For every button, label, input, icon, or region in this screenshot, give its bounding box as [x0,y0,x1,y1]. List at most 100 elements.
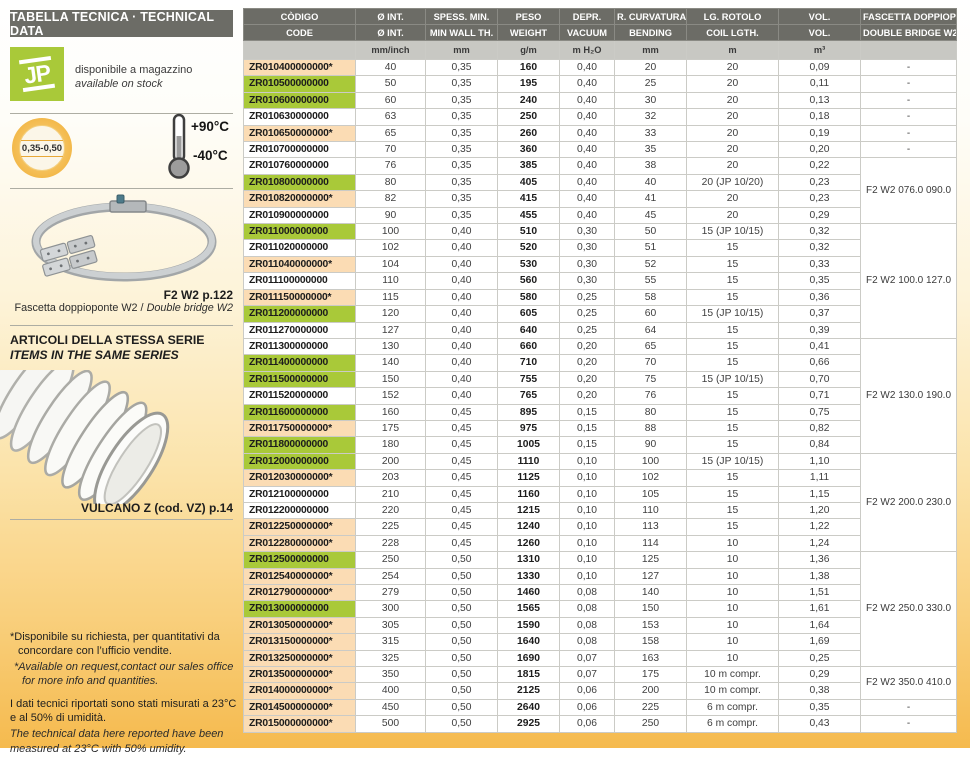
coil-length-cell: 10 [686,551,779,569]
wall-thickness-cell: 0,45 [425,534,498,553]
wall-thickness-cell: 0,40 [425,255,498,274]
col-header-volume-it: VOL. [778,8,861,25]
vacuum-cell: 0,40 [559,141,615,159]
table-row: ZR010900000000 90 0,35 455 0,40 45 20 0,29 [243,206,957,225]
weight-cell: 455 [497,206,560,225]
product-code-cell: ZR010760000000 [243,157,356,175]
volume-cell: 0,37 [778,305,861,323]
bending-radius-cell: 200 [614,682,687,700]
vacuum-cell: 0,40 [559,124,615,143]
col-header-diameter-it: Ø INT. [355,8,426,25]
coil-length-cell: 10 [686,649,779,668]
col-header-bending-it: R. CURVATURA [614,8,687,25]
table-row: ZR011520000000 152 0,40 765 0,20 76 15 0,71 [243,387,957,405]
weight-cell: 510 [497,223,560,241]
diameter-cell: 150 [355,370,426,389]
weight-cell: 2925 [497,715,560,733]
diameter-cell: 300 [355,600,426,618]
temp-min-label: -40°C [193,148,228,163]
diameter-cell: 160 [355,403,426,421]
diameter-cell: 325 [355,649,426,668]
wall-thickness-cell: 0,40 [425,305,498,323]
temp-max-label: +90°C [191,119,230,134]
product-code-cell: ZR010500000000 [243,75,356,93]
weight-cell: 1815 [497,666,560,684]
volume-cell: 0,11 [778,75,861,93]
wall-thickness-cell: 0,35 [425,190,498,208]
col-header-coil-en: COIL LGTH. [686,24,779,41]
product-code-cell: ZR013050000000* [243,616,356,635]
wall-thickness-cell: 0,40 [425,239,498,257]
wall-thickness-cell: 0,35 [425,124,498,143]
product-code-cell: ZR013150000000* [243,633,356,651]
col-header-bending-en: BENDING [614,24,687,41]
fascetta-cell: F2 W2 200.0 230.0 [860,452,957,553]
volume-cell: 0,25 [778,649,861,668]
coil-length-cell: 15 [686,518,779,536]
volume-cell: 0,32 [778,239,861,257]
volume-cell: 1,24 [778,534,861,553]
coil-length-cell: 15 [686,436,779,454]
vacuum-cell: 0,10 [559,452,615,471]
volume-cell: 0,84 [778,436,861,454]
vacuum-cell: 0,40 [559,173,615,192]
wall-thickness-cell: 0,50 [425,551,498,569]
wall-thickness-cell: 0,40 [425,337,498,356]
table-row: ZR012250000000* 225 0,45 1240 0,10 113 15 1,22 [243,518,957,536]
footnote-availability-en: *Available on request,contact our sales … [14,661,234,688]
diameter-cell: 305 [355,616,426,635]
product-code-cell: ZR011150000000* [243,288,356,307]
vacuum-cell: 0,08 [559,583,615,602]
wall-thickness-cell: 0,50 [425,583,498,602]
coil-length-cell: 20 [686,157,779,175]
coil-length-cell: 15 [686,255,779,274]
table-row: ZR010760000000 76 0,35 385 0,40 38 20 0,22 F2 W2… [243,157,957,225]
table-row: ZR013000000000 300 0,50 1565 0,08 150 10 1,61 [243,600,957,618]
product-code-cell: ZR013500000000* [243,666,356,684]
volume-cell: 1,36 [778,551,861,569]
diameter-cell: 90 [355,206,426,225]
table-header: CÒDIGO Ø INT. SPESS. MIN. PESO DEPR. R. … [243,8,957,60]
wall-thickness-badge-icon: 0,35-0,50 [12,118,72,178]
fascetta-cell: F2 W2 350.0 410.0 [860,666,957,700]
vacuum-cell: 0,40 [559,58,615,77]
coil-length-cell: 15 [686,387,779,405]
wall-thickness-cell: 0,50 [425,698,498,717]
table-row: ZR010820000000* 82 0,35 415 0,40 41 20 0,23 [243,190,957,208]
table-row: ZR013050000000* 305 0,50 1590 0,08 153 10 1,64 [243,616,957,635]
divider [10,325,233,326]
coil-length-cell: 15 [686,469,779,487]
bending-radius-cell: 50 [614,223,687,241]
vacuum-cell: 0,40 [559,190,615,208]
wall-thickness-cell: 0,50 [425,600,498,618]
table-row: ZR012790000000* 279 0,50 1460 0,08 140 10 1,51 [243,583,957,602]
volume-cell: 0,82 [778,419,861,438]
vacuum-cell: 0,40 [559,157,615,175]
volume-cell: 0,43 [778,715,861,733]
weight-cell: 605 [497,305,560,323]
weight-cell: 1005 [497,436,560,454]
col-header-vacuum-en: VACUUM [559,24,615,41]
table-row: ZR010600000000 60 0,35 240 0,40 30 20 0,13- [243,91,957,110]
diameter-cell: 254 [355,567,426,586]
weight-cell: 260 [497,124,560,143]
volume-cell: 0,29 [778,666,861,684]
coil-length-cell: 20 (JP 10/20) [686,173,779,192]
product-code-cell: ZR010820000000* [243,190,356,208]
footnote-conditions-en: The technical data here reported have be… [10,728,224,755]
diameter-cell: 450 [355,698,426,717]
coil-length-cell: 15 [686,337,779,356]
wall-thickness-cell: 0,45 [425,485,498,503]
wall-thickness-cell: 0,45 [425,452,498,471]
coil-length-cell: 20 [686,58,779,77]
vacuum-cell: 0,20 [559,354,615,372]
diameter-cell: 152 [355,387,426,405]
fascetta-cell: - [860,108,957,126]
bending-radius-cell: 110 [614,501,687,520]
wall-thickness-cell: 0,45 [425,403,498,421]
bending-radius-cell: 30 [614,91,687,110]
vacuum-cell: 0,30 [559,223,615,241]
fascetta-cell: - [860,141,957,159]
coil-length-cell: 20 [686,108,779,126]
diameter-cell: 180 [355,436,426,454]
